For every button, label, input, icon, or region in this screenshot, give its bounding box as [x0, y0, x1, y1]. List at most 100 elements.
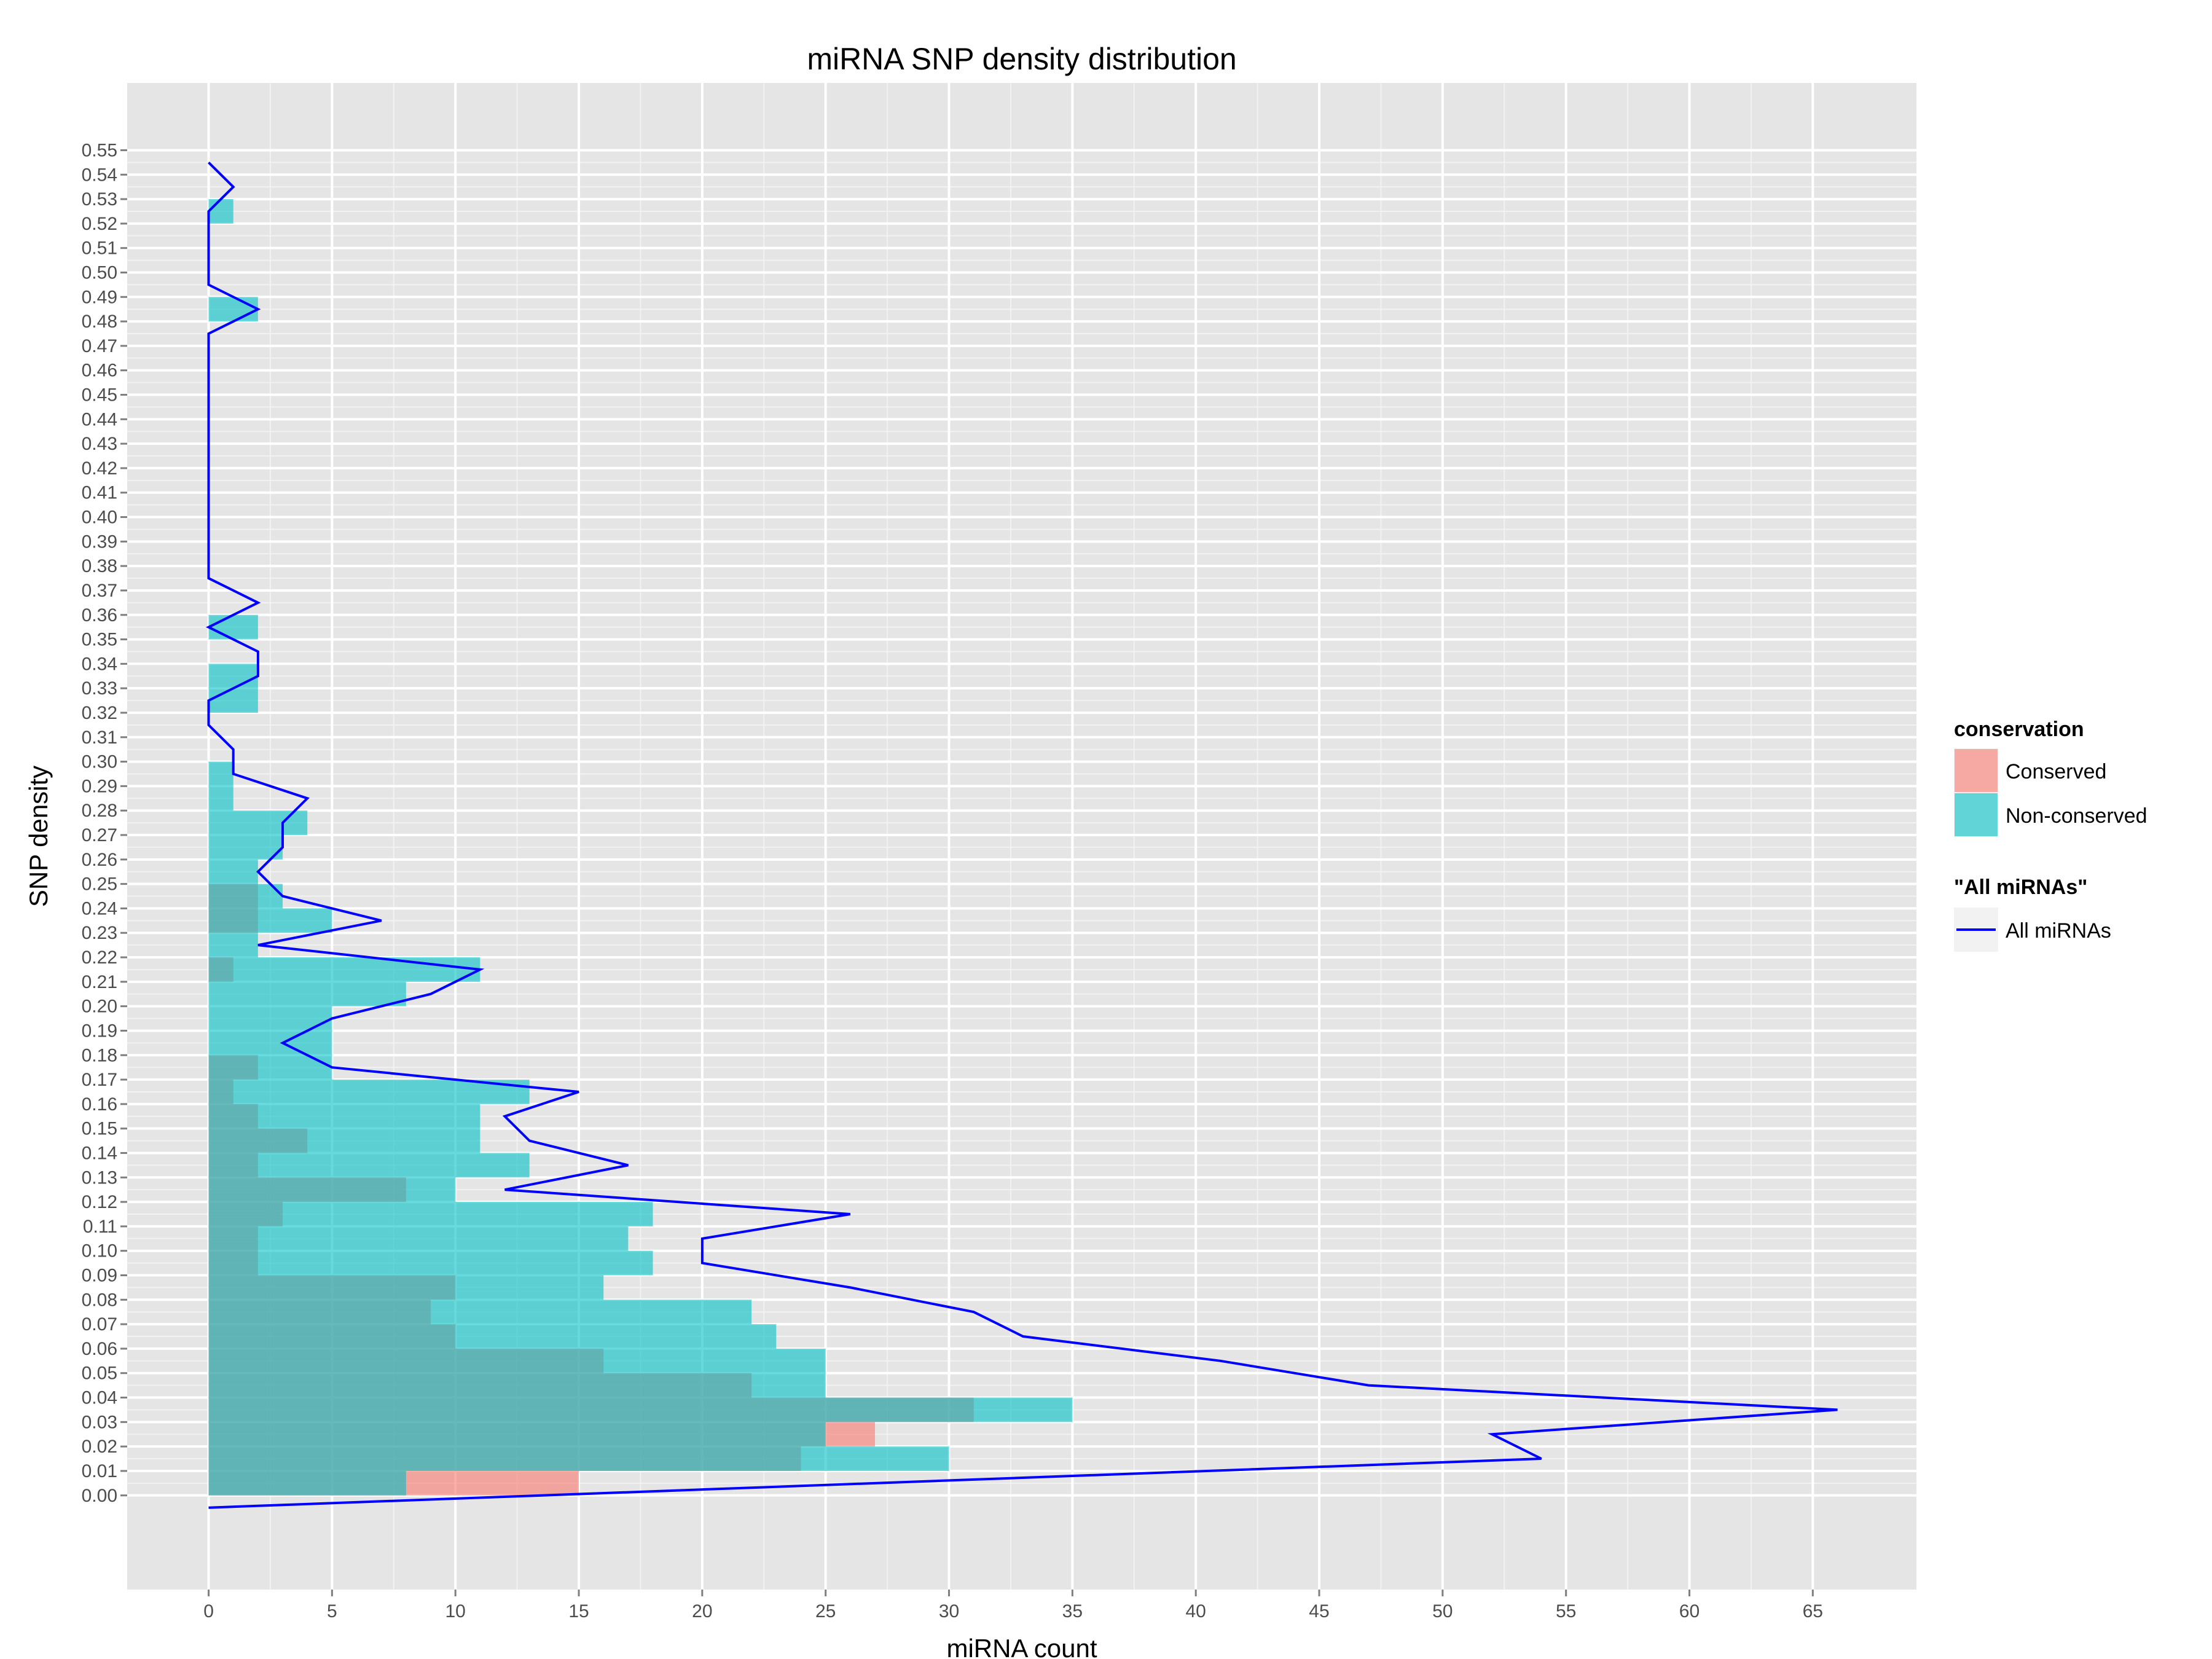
- legend-title-conservation: conservation: [1954, 718, 2084, 741]
- y-axis-label: SNP density: [24, 766, 53, 907]
- y-tick-label: 0.41: [82, 483, 117, 503]
- legend-title-all-mirnas: "All miRNAs": [1954, 876, 2087, 899]
- all-mirnas-line: [205, 161, 1838, 1509]
- y-tick-label: 0.44: [82, 409, 117, 429]
- y-tick-label: 0.14: [82, 1143, 117, 1163]
- y-tick-label: 0.02: [82, 1437, 117, 1457]
- x-tick-label: 10: [445, 1601, 466, 1622]
- bar-non-conserved: [208, 1080, 530, 1104]
- x-axis-label: miRNA count: [946, 1634, 1097, 1659]
- y-tick-label: 0.47: [82, 336, 117, 356]
- y-tick-label: 0.25: [82, 874, 117, 895]
- bar-non-conserved: [208, 1397, 1073, 1422]
- y-tick-label: 0.33: [82, 678, 117, 699]
- y-tick-label: 0.40: [82, 508, 117, 528]
- bar-non-conserved: [208, 688, 258, 713]
- y-tick-label: 0.19: [82, 1021, 117, 1041]
- y-tick-label: 0.05: [82, 1363, 117, 1384]
- x-tick-label: 20: [692, 1601, 712, 1622]
- y-tick-label: 0.07: [82, 1314, 117, 1335]
- bar-non-conserved: [208, 614, 258, 640]
- x-tick-label: 55: [1556, 1601, 1576, 1622]
- bar-non-conserved: [208, 1030, 332, 1056]
- chart-title: miRNA SNP density distribution: [807, 42, 1236, 76]
- y-tick-label: 0.10: [82, 1241, 117, 1261]
- y-tick-label: 0.49: [82, 287, 117, 307]
- legend: conservation Conserved Non-conserved "Al…: [1954, 718, 2147, 952]
- y-tick-label: 0.31: [82, 728, 117, 748]
- y-tick-label: 0.35: [82, 630, 117, 650]
- x-tick-label: 65: [1803, 1601, 1823, 1622]
- x-tick-label: 30: [939, 1601, 959, 1622]
- y-tick-label: 0.04: [82, 1388, 117, 1408]
- y-tick-label: 0.23: [82, 923, 117, 943]
- bar-non-conserved: [208, 859, 258, 884]
- y-tick-label: 0.45: [82, 385, 117, 406]
- y-tick-label: 0.08: [82, 1290, 117, 1310]
- bar-non-conserved: [208, 297, 258, 322]
- y-tick-label: 0.27: [82, 825, 117, 845]
- y-tick-label: 0.01: [82, 1461, 117, 1481]
- y-tick-label: 0.46: [82, 361, 117, 381]
- y-tick-label: 0.51: [82, 238, 117, 259]
- bar-non-conserved: [208, 1373, 826, 1398]
- y-tick-label: 0.16: [82, 1094, 117, 1115]
- y-tick-label: 0.18: [82, 1045, 117, 1065]
- y-tick-label: 0.48: [82, 312, 117, 332]
- bar-non-conserved: [208, 1055, 332, 1080]
- bar-non-conserved: [208, 1300, 752, 1325]
- y-tick-label: 0.24: [82, 898, 117, 919]
- y-tick-label: 0.11: [83, 1217, 117, 1237]
- y-tick-label: 0.30: [82, 752, 117, 772]
- bar-non-conserved: [208, 1446, 949, 1471]
- bar-non-conserved: [208, 1006, 332, 1031]
- y-tick-label: 0.29: [82, 776, 117, 796]
- y-tick-label: 0.55: [82, 140, 117, 160]
- bar-non-conserved: [208, 1275, 604, 1300]
- y-tick-label: 0.42: [82, 458, 117, 479]
- y-tick-label: 0.06: [82, 1339, 117, 1359]
- y-tick-label: 0.43: [82, 434, 117, 454]
- bar-non-conserved: [208, 1348, 826, 1373]
- y-tick-label: 0.17: [82, 1070, 117, 1090]
- bar-non-conserved: [208, 981, 406, 1006]
- x-axis: 0 5 10 15 20 25 30 35 40 45 50 55 60 65: [203, 1590, 1823, 1622]
- bar-non-conserved: [208, 1202, 653, 1226]
- bar-non-conserved: [208, 1470, 406, 1496]
- bar-non-conserved: [208, 884, 283, 909]
- x-tick-label: 25: [815, 1601, 836, 1622]
- x-tick-label: 40: [1185, 1601, 1206, 1622]
- y-tick-label: 0.53: [82, 189, 117, 210]
- y-tick-label: 0.39: [82, 531, 117, 552]
- y-tick-label: 0.50: [82, 262, 117, 283]
- legend-label-all-mirnas: All miRNAs: [2006, 919, 2111, 943]
- bar-non-conserved: [208, 1250, 653, 1276]
- legend-label-conserved: Conserved: [2006, 760, 2106, 783]
- y-tick-label: 0.38: [82, 556, 117, 576]
- legend-label-non-conserved: Non-conserved: [2006, 804, 2147, 828]
- bar-non-conserved: [208, 761, 233, 786]
- bar-non-conserved: [208, 786, 233, 811]
- x-tick-label: 50: [1432, 1601, 1453, 1622]
- bar-non-conserved: [208, 1128, 480, 1153]
- y-tick-label: 0.26: [82, 850, 117, 870]
- y-tick-label: 0.54: [82, 165, 117, 185]
- y-tick-label: 0.21: [82, 972, 117, 992]
- all-mirnas-line-layer: [205, 161, 1838, 1509]
- y-tick-label: 0.12: [82, 1192, 117, 1212]
- x-tick-label: 15: [568, 1601, 589, 1622]
- y-tick-label: 0.20: [82, 997, 117, 1017]
- legend-swatch-non-conserved: [1955, 793, 1998, 836]
- y-tick-label: 0.15: [82, 1119, 117, 1139]
- bar-non-conserved: [208, 908, 332, 933]
- bar-non-conserved: [208, 933, 258, 958]
- bar-non-conserved: [208, 1104, 480, 1129]
- histogram-bars: [208, 199, 1073, 1496]
- y-tick-label: 0.09: [82, 1266, 117, 1286]
- bar-non-conserved: [208, 1422, 826, 1447]
- bar-non-conserved: [208, 1324, 777, 1349]
- x-tick-label: 0: [203, 1601, 214, 1622]
- legend-swatch-conserved: [1955, 749, 1998, 792]
- y-tick-label: 0.03: [82, 1412, 117, 1432]
